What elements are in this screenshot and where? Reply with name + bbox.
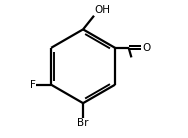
Text: OH: OH [95, 5, 111, 15]
Text: O: O [143, 43, 151, 53]
Text: F: F [30, 80, 35, 90]
Text: Br: Br [77, 118, 89, 128]
